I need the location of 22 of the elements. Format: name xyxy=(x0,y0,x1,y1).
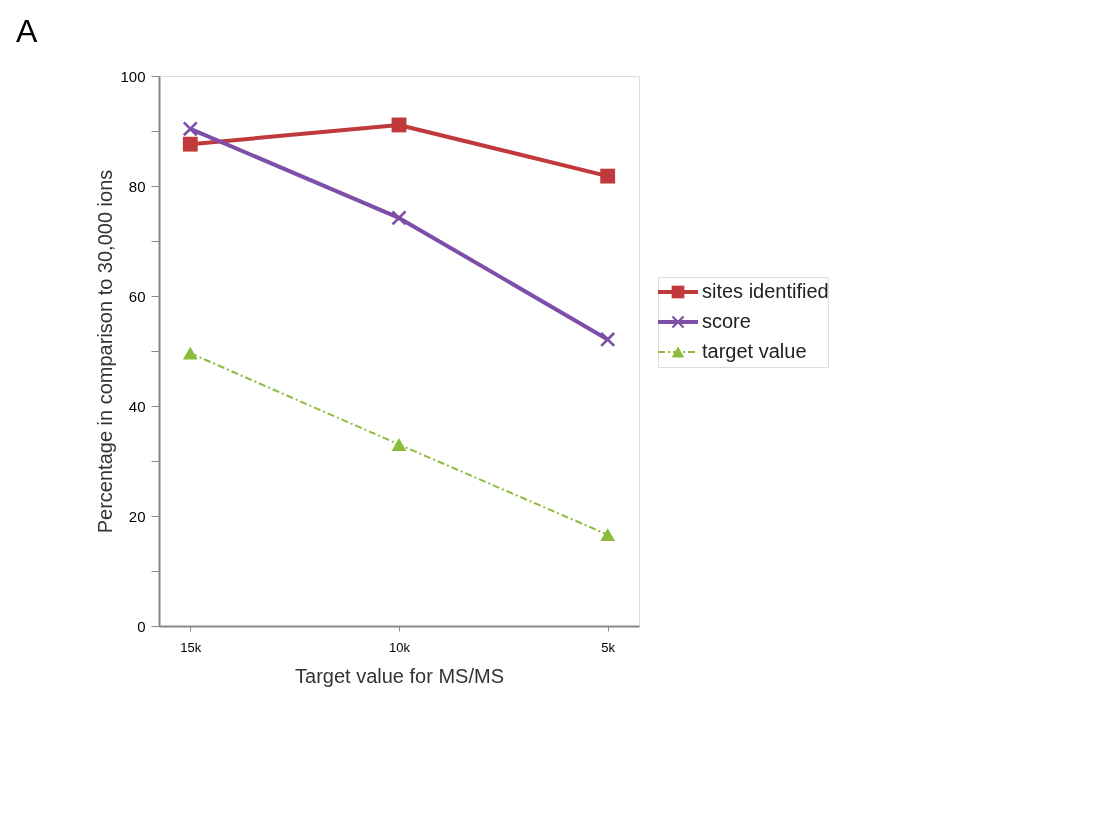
y-tick-label: 40 xyxy=(128,397,146,415)
point xyxy=(182,346,198,360)
x-tick-label: 5k xyxy=(601,639,616,655)
chart-title: A xyxy=(15,13,38,49)
x-axis-title: Target value for MS/MS xyxy=(295,664,504,687)
y-tick-label: 20 xyxy=(128,507,146,525)
point xyxy=(600,528,616,542)
y-tick-label: 60 xyxy=(128,287,146,305)
x-tick-label: 10k xyxy=(389,639,411,655)
point xyxy=(600,168,616,184)
point xyxy=(391,438,407,451)
y-axis-title: Percentage in comparison to 30,000 ions xyxy=(94,169,117,534)
point xyxy=(182,121,198,137)
x-tick-label: 15k xyxy=(180,639,202,655)
legend-label: target value xyxy=(702,340,807,362)
y-tick-label: 0 xyxy=(137,617,146,635)
y-tick-label: 100 xyxy=(120,67,146,85)
legend-label: sites identified xyxy=(702,280,829,302)
point xyxy=(600,332,616,347)
point xyxy=(182,136,198,152)
y-tick-label: 80 xyxy=(128,177,146,195)
legend-label: score xyxy=(702,310,751,332)
